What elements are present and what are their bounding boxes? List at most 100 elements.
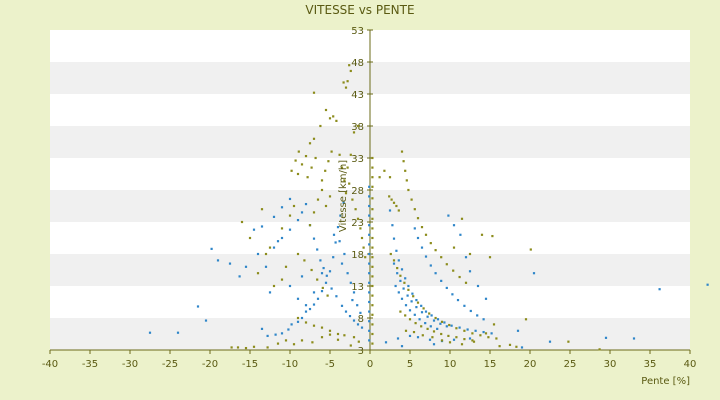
data-point: [290, 169, 293, 172]
y-axis-title: Vitesse [km/h]: [338, 160, 349, 232]
data-point: [434, 316, 437, 320]
data-point: [403, 281, 406, 284]
data-point: [260, 327, 264, 330]
data-point: [524, 318, 528, 321]
data-point: [399, 310, 402, 313]
data-point: [402, 287, 405, 290]
data-point: [383, 169, 386, 172]
data-point: [479, 334, 482, 337]
data-point: [416, 336, 420, 339]
data-point: [460, 343, 464, 346]
data-point: [389, 252, 392, 256]
data-point: [252, 228, 256, 231]
data-point: [268, 246, 272, 249]
data-point: [320, 179, 324, 182]
data-point: [320, 336, 324, 339]
data-point: [308, 224, 312, 227]
data-point: [272, 284, 276, 288]
data-point: [463, 304, 466, 307]
data-point: [352, 291, 356, 294]
data-point: [378, 176, 381, 179]
data-point: [304, 310, 308, 313]
data-point: [272, 246, 276, 249]
data-point: [364, 256, 367, 259]
data-point: [407, 188, 410, 192]
data-point: [422, 307, 425, 310]
data-point: [320, 272, 324, 275]
data-point: [294, 159, 297, 162]
data-point: [430, 314, 433, 317]
data-point: [414, 322, 417, 325]
data-point: [304, 202, 308, 206]
data-point: [328, 270, 332, 273]
data-point: [328, 195, 332, 198]
x-tick-label: 40: [684, 359, 697, 370]
data-point: [306, 176, 309, 179]
data-point: [287, 328, 290, 331]
data-point: [434, 272, 437, 275]
data-point: [463, 338, 466, 341]
data-point: [424, 310, 428, 313]
data-point: [472, 340, 476, 343]
data-point: [236, 346, 240, 349]
data-point: [352, 131, 356, 134]
data-point: [368, 310, 371, 313]
data-point: [292, 204, 296, 208]
data-point: [567, 340, 570, 343]
y-tick-label: 18: [351, 250, 364, 261]
data-point: [416, 236, 420, 240]
data-point: [390, 198, 393, 201]
data-point: [468, 337, 472, 340]
data-point: [404, 304, 408, 307]
data-point: [407, 288, 410, 291]
data-point: [443, 321, 446, 324]
data-point: [343, 334, 346, 337]
x-tick-label: 15: [484, 359, 497, 370]
data-point: [400, 297, 404, 300]
data-point: [320, 188, 324, 192]
data-point: [452, 224, 456, 227]
data-point: [352, 336, 356, 339]
data-point: [352, 319, 356, 322]
data-point: [395, 204, 398, 208]
data-point: [632, 337, 636, 340]
y-tick-label: 33: [351, 154, 364, 165]
data-point: [498, 345, 501, 348]
data-point: [429, 325, 432, 328]
data-point: [266, 334, 269, 338]
y-tick-label: 13: [351, 282, 364, 293]
data-point: [516, 329, 520, 332]
data-point: [308, 142, 312, 145]
data-point: [404, 277, 407, 280]
data-point: [371, 246, 374, 249]
data-point: [392, 262, 396, 265]
data-point: [484, 297, 488, 300]
data-point: [392, 201, 396, 204]
data-point: [464, 256, 468, 259]
data-point: [482, 318, 485, 321]
data-point: [300, 339, 304, 342]
data-point: [296, 172, 300, 176]
data-point: [368, 214, 371, 217]
data-point: [324, 281, 328, 284]
data-point: [248, 236, 252, 240]
data-point: [529, 248, 532, 251]
data-point: [346, 166, 349, 169]
data-point: [371, 313, 374, 316]
data-point: [290, 323, 293, 326]
data-point: [424, 233, 428, 236]
data-point: [310, 166, 313, 169]
data-point: [346, 272, 349, 275]
data-point: [399, 279, 402, 282]
data-point: [706, 283, 709, 286]
data-point: [311, 341, 314, 344]
data-point: [371, 185, 374, 188]
data-point: [348, 182, 351, 185]
data-point: [349, 69, 352, 73]
data-point: [404, 329, 408, 332]
data-point: [466, 328, 469, 331]
data-point: [413, 313, 416, 316]
data-point: [448, 341, 452, 344]
data-point: [426, 327, 429, 330]
